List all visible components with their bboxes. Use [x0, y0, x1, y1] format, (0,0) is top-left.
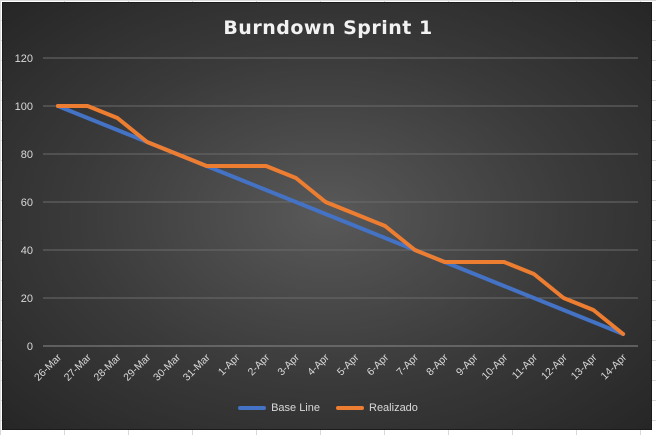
legend-swatch-base-line — [238, 406, 267, 410]
x-tick-label: 2-Apr — [246, 351, 273, 378]
x-tick-label: 28-Mar — [91, 351, 123, 383]
chart-area[interactable]: Burndown Sprint 1 0 20 40 60 80 100 120 26-Mar 2… — [2, 2, 652, 430]
legend-item-realizado: Realizado — [336, 402, 418, 414]
x-tick-label: 7-Apr — [394, 351, 421, 378]
y-tick-label: 0 — [27, 341, 33, 353]
x-tick-label: 11-Apr — [510, 351, 541, 382]
legend-label-realizado: Realizado — [369, 402, 418, 414]
y-tick-label: 20 — [21, 293, 33, 305]
legend-label-base-line: Base Line — [271, 402, 320, 414]
x-tick-label: 3-Apr — [275, 351, 302, 378]
y-tick-label: 100 — [15, 101, 33, 113]
x-tick-label: 12-Apr — [539, 351, 570, 382]
x-tick-label: 6-Apr — [365, 351, 392, 378]
y-tick-label: 40 — [21, 245, 33, 257]
series-line-realizado — [55, 104, 626, 336]
y-tick-label: 120 — [15, 53, 33, 65]
legend-item-base-line: Base Line — [238, 402, 320, 414]
x-tick-label: 1-Apr — [216, 351, 243, 378]
x-tick-label: 14-Apr — [598, 351, 629, 382]
chart-title: Burndown Sprint 1 — [223, 17, 433, 39]
x-tick-label: 8-Apr — [424, 351, 451, 378]
legend-swatch-realizado — [336, 406, 364, 410]
legend: Base Line Realizado — [3, 402, 653, 414]
x-tick-label: 31-Mar — [181, 351, 213, 383]
y-tick-label: 60 — [21, 197, 33, 209]
x-tick-label: 5-Apr — [335, 351, 362, 378]
x-tick-label: 27-Mar — [62, 351, 94, 383]
burndown-chart: 02040608010012026-Mar27-Mar28-Mar29-Mar3… — [15, 53, 638, 384]
x-tick-label: 26-Mar — [32, 351, 64, 383]
x-tick-label: 10-Apr — [479, 351, 510, 382]
x-tick-label: 30-Mar — [151, 351, 183, 383]
x-tick-label: 13-Apr — [569, 351, 600, 382]
x-tick-label: 29-Mar — [121, 351, 153, 383]
x-tick-label: 9-Apr — [454, 351, 481, 378]
y-tick-label: 80 — [21, 149, 33, 161]
x-tick-label: 4-Apr — [305, 351, 332, 378]
